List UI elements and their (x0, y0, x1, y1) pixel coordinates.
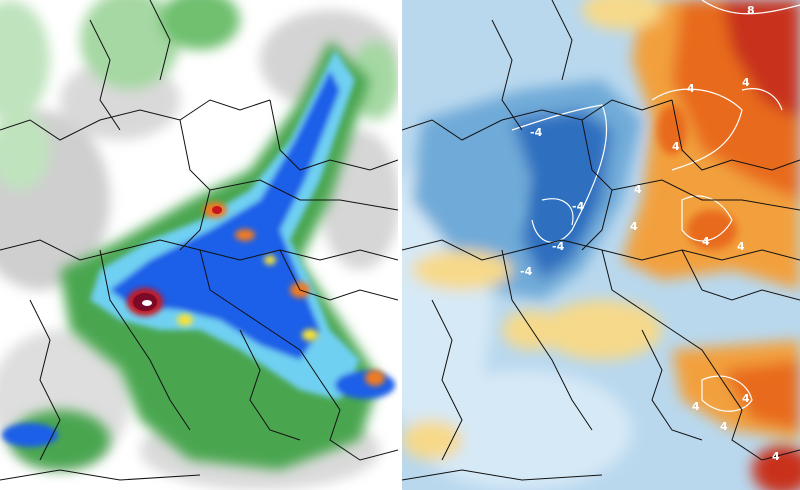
precipitation-map (0, 0, 398, 490)
contour-label: 4 (687, 82, 695, 95)
temperature-anomaly-map: 8 4 4 4 4 4 4 4 4 4 4 4 -4 -4 -4 -4 (402, 0, 800, 490)
contour-label: -4 (520, 265, 533, 278)
contour-label: 4 (772, 450, 780, 463)
temperature-anomaly-map-panel: 8 4 4 4 4 4 4 4 4 4 4 4 -4 -4 -4 -4 (402, 0, 800, 490)
contour-label: 4 (702, 235, 710, 248)
contour-label: -4 (530, 126, 543, 139)
contour-label: 4 (737, 240, 745, 253)
contour-label: 4 (720, 420, 728, 433)
contour-labels: 8 4 4 4 4 4 4 4 4 4 4 4 -4 -4 -4 -4 (520, 4, 780, 463)
contour-label: 4 (672, 140, 680, 153)
contour-label: 4 (634, 183, 642, 196)
contour-label: 4 (692, 400, 700, 413)
country-borders (0, 0, 398, 481)
precipitation-map-panel (0, 0, 398, 490)
contour-label: 4 (630, 220, 638, 233)
anomaly-contours (511, 0, 800, 412)
anomaly-country-borders (402, 0, 800, 481)
precip-heavy-cells (127, 202, 385, 386)
contour-label: -4 (572, 200, 585, 213)
precip-cell-north (212, 206, 222, 214)
contour-label: 8 (747, 4, 755, 17)
precip-peak-core (142, 300, 152, 306)
contour-label: 4 (742, 76, 750, 89)
contour-label: -4 (552, 240, 565, 253)
contour-label: 4 (742, 392, 750, 405)
panel-divider (398, 0, 402, 490)
